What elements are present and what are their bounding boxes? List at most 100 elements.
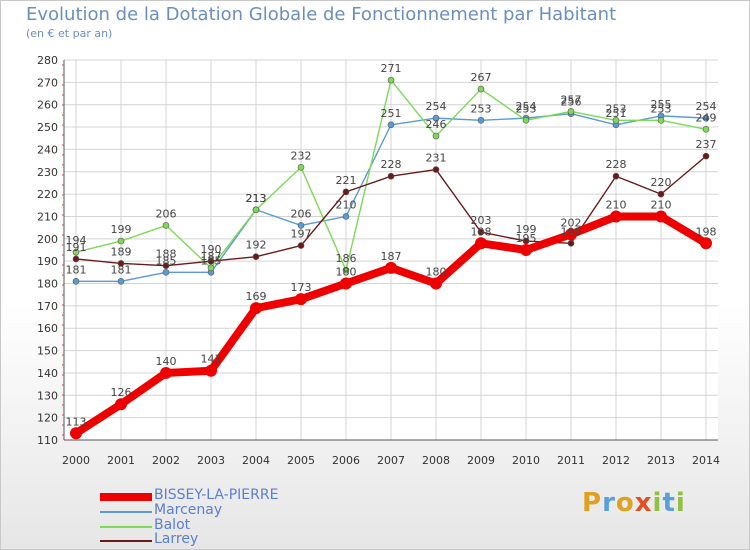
data-label: 251 [606,107,627,120]
data-label: 228 [606,158,627,171]
data-label: 140 [156,355,177,368]
data-label: 232 [291,149,312,162]
data-point [117,277,125,285]
data-label: 251 [381,107,402,120]
x-tick-label: 2012 [602,454,630,467]
data-label: 197 [291,228,312,241]
data-point [252,206,260,214]
data-label: 113 [66,415,87,428]
data-point [207,264,215,272]
x-tick-label: 2014 [692,454,720,467]
x-tick-label: 2008 [422,454,450,467]
data-label: 187 [201,250,222,263]
data-label: 198 [696,225,717,238]
data-label: 213 [246,192,267,205]
data-label: 198 [561,225,582,238]
data-point [387,172,395,180]
data-point [522,117,530,124]
data-point [385,261,397,274]
data-point [387,76,395,84]
data-label: 221 [336,174,357,187]
data-point [432,132,440,140]
data-point [72,248,80,256]
data-point [342,213,350,220]
logo-letter: i [675,488,686,518]
data-label: 199 [111,223,132,236]
data-label: 187 [381,250,402,263]
data-label: 202 [561,216,582,229]
data-label: 188 [156,248,177,261]
data-label: 203 [471,214,492,227]
y-tick-label: 110 [37,434,58,447]
data-label: 141 [201,353,222,366]
data-point [567,239,575,247]
data-point [475,237,487,250]
data-point [702,114,710,122]
data-point [520,244,532,256]
data-label: 254 [516,100,537,113]
data-point [250,302,262,315]
x-tick-label: 2003 [197,454,225,467]
data-label: 255 [651,98,672,111]
data-label: 180 [336,266,357,279]
y-tick-label: 270 [37,76,58,89]
data-point [162,262,170,269]
data-point [477,117,485,124]
data-point [117,237,125,245]
legend-swatch [100,511,152,513]
data-label: 210 [606,198,627,211]
x-tick-label: 2013 [647,454,675,467]
legend-label: Marcenay [154,502,223,518]
legend-swatch [100,493,152,501]
data-point [72,255,80,263]
data-label: 253 [606,102,627,115]
chart-title: Evolution de la Dotation Globale de Fonc… [26,4,617,25]
y-tick-label: 280 [37,54,58,67]
data-point [115,398,127,411]
data-point [342,188,350,196]
data-point [340,277,352,290]
y-tick-label: 160 [37,322,58,335]
legend-label: BISSEY-LA-PIERRE [154,487,279,503]
data-label: 169 [246,290,267,303]
data-point [702,125,710,133]
data-point [72,277,80,285]
legend-swatch [100,526,152,528]
y-tick-label: 140 [37,367,58,380]
data-label: 237 [696,138,717,151]
x-tick-label: 2000 [62,454,90,467]
data-point [655,210,667,223]
legend-label: Larrey [154,531,199,547]
y-tick-label: 150 [37,345,58,358]
logo-letter: x [634,488,653,518]
x-tick-label: 2007 [377,454,405,467]
data-point [700,237,712,250]
data-point [297,242,305,249]
data-label: 206 [156,207,177,220]
data-label: 190 [201,243,222,256]
x-tick-label: 2005 [287,454,315,467]
data-point [160,366,172,379]
data-label: 126 [111,386,132,399]
y-tick-label: 180 [37,278,58,291]
data-label: 231 [426,152,447,165]
data-point [565,228,577,241]
data-point [162,269,170,276]
data-label: 256 [561,96,582,109]
data-point [297,163,305,171]
data-label: 254 [426,100,447,113]
data-point [432,114,440,122]
data-label: 249 [696,111,717,124]
y-tick-label: 200 [37,233,58,246]
data-label: 192 [246,239,267,252]
data-point [205,364,217,377]
y-tick-label: 130 [37,389,58,402]
x-tick-label: 2011 [557,454,585,467]
chart-subtitle: (en € et par an) [26,27,113,40]
x-tick-label: 2004 [242,454,270,467]
data-point [610,210,622,223]
data-point [70,427,82,440]
y-tick-label: 230 [37,166,58,179]
data-point [432,166,440,173]
data-point [657,190,665,198]
